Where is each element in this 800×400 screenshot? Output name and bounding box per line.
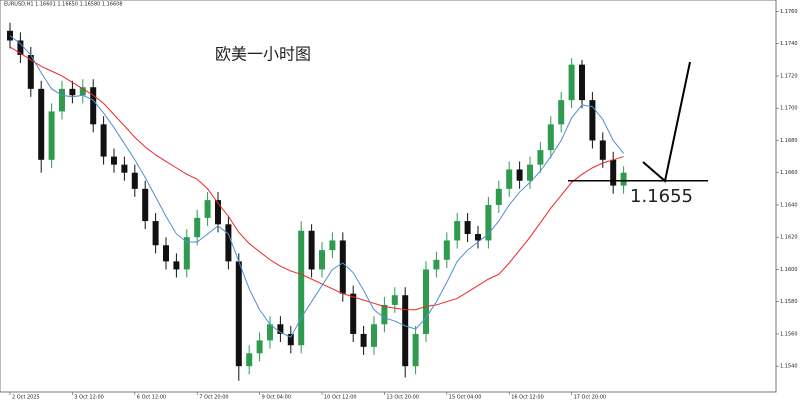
y-tick-label: 1.1760 (780, 9, 798, 15)
candle-body (620, 172, 627, 186)
candle-body (423, 269, 429, 334)
y-tick-label: 1.1540 (780, 364, 798, 370)
candle-body (142, 188, 149, 222)
x-tick-label: 17 Oct 20:00 (574, 395, 607, 400)
candle-body (152, 221, 159, 246)
candle-body (79, 87, 86, 96)
candle-body (38, 88, 45, 160)
plot-frame (0, 0, 777, 393)
x-tick-label: 15 Oct 04:00 (449, 395, 482, 400)
candle-body (495, 188, 502, 205)
x-tick-label: 2 Oct 2025 (12, 395, 40, 400)
candle-body (194, 217, 201, 238)
y-tick-label: 1.1740 (780, 41, 798, 47)
x-tick-label: 10 Oct 12:00 (324, 395, 357, 400)
x-tick-label: 13 Oct 20:00 (386, 395, 419, 400)
candle-body (485, 204, 492, 241)
moving-average (9, 46, 624, 311)
candle-body (246, 353, 253, 367)
candle-body (277, 324, 284, 334)
candle-body (69, 88, 76, 96)
y-tick-label: 1.1700 (780, 106, 798, 112)
candle-body (173, 261, 180, 270)
candle-body (371, 324, 377, 347)
chart-title: 欧美一小时图 (215, 45, 311, 64)
candle-body (329, 240, 336, 251)
candle-body (163, 245, 169, 262)
x-tick-label: 7 Oct 20:00 (199, 395, 228, 400)
candle-body (589, 100, 596, 141)
y-tick-label: 1.1640 (780, 202, 798, 208)
y-tick-label: 1.1560 (780, 331, 798, 337)
candle-body (256, 340, 263, 354)
candle-body (339, 240, 346, 294)
y-tick-label: 1.1720 (780, 73, 798, 79)
candle-body (235, 261, 242, 367)
candle-body (475, 233, 481, 241)
x-tick-label: 3 Oct 12:00 (74, 395, 103, 400)
candle-body (537, 150, 544, 165)
candle-body (308, 230, 315, 270)
candle-body (506, 169, 513, 189)
candle-body (412, 333, 419, 367)
candle-body (100, 124, 107, 157)
candle-body (59, 88, 65, 112)
candle-body (183, 237, 190, 270)
candle-body (298, 230, 305, 346)
candle-body (433, 259, 440, 270)
candle-body (48, 111, 55, 160)
y-tick-label: 1.1580 (780, 299, 798, 305)
candle-body (17, 40, 24, 55)
candle-body (111, 156, 117, 165)
candle-body (319, 250, 325, 270)
candle-body (225, 224, 232, 262)
candle-body (350, 293, 357, 334)
candle-body (454, 221, 461, 241)
candle-body (391, 295, 398, 305)
y-tick-label: 1.1620 (780, 235, 798, 241)
candle-body (579, 64, 585, 101)
candle-body (610, 159, 617, 186)
symbol-info: EURUSD,H1 1.16601 1.16650 1.16580 1.1660… (4, 2, 123, 8)
x-tick-label: 6 Oct 12:00 (137, 395, 166, 400)
candle-body (599, 140, 606, 160)
candle-body (360, 333, 367, 347)
moving-average (9, 35, 624, 338)
candle-body (464, 221, 471, 234)
candle-body (215, 200, 221, 225)
candle-body (121, 164, 128, 173)
candle-body (402, 295, 409, 367)
candle-body (558, 100, 565, 125)
candle-body (527, 164, 533, 181)
candle-body (7, 30, 13, 41)
x-tick-label: 16 Oct 12:00 (511, 395, 544, 400)
candle-body (287, 333, 294, 346)
candle-body (568, 64, 575, 101)
candle-body (204, 200, 211, 218)
candle-body (131, 172, 138, 189)
y-tick-label: 1.1600 (780, 267, 798, 273)
candle-body (547, 124, 554, 151)
candle-body (267, 324, 273, 341)
candle-body (381, 304, 388, 325)
y-tick-label: 1.1680 (780, 138, 798, 144)
level-label: 1.1655 (630, 186, 693, 207)
candle-body (27, 54, 34, 89)
candle-body (516, 169, 523, 181)
candle-body (90, 87, 97, 125)
candle-body (443, 240, 450, 260)
y-tick-label: 1.1660 (780, 170, 798, 176)
x-tick-label: 9 Oct 04:00 (262, 395, 291, 400)
